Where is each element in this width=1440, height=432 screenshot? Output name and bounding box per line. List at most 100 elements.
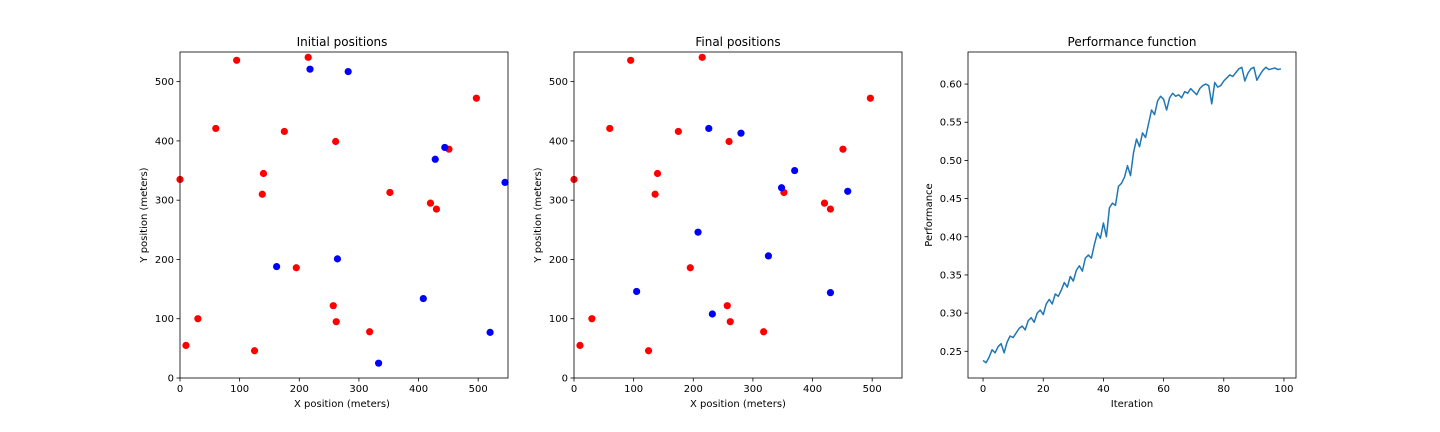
scatter-point xyxy=(705,124,713,133)
x-tick-label: 500 xyxy=(863,384,882,395)
scatter-point xyxy=(844,187,852,195)
scatter-point xyxy=(644,347,653,355)
scatter-point xyxy=(259,169,268,178)
scatter-point xyxy=(651,190,659,198)
x-tick-label: 0 xyxy=(980,384,986,395)
scatter-point xyxy=(839,145,847,153)
x-tick-label: 100 xyxy=(1274,384,1293,395)
scatter-point xyxy=(441,143,449,152)
y-tick-label: 200 xyxy=(155,255,174,266)
scatter-point xyxy=(606,124,614,133)
scatter-point xyxy=(726,318,734,326)
x-tick-label: 20 xyxy=(1037,384,1050,395)
x-tick-label: 300 xyxy=(743,384,762,395)
y-tick-label: 0.60 xyxy=(940,80,962,91)
scatter-point xyxy=(292,264,300,272)
scatter-point xyxy=(333,255,342,263)
y-tick-label: 300 xyxy=(549,196,568,207)
scatter-point xyxy=(501,178,509,186)
performance-y-axis-label: Performance xyxy=(924,183,935,246)
performance-title: Performance function xyxy=(1068,35,1197,49)
y-tick-label: 0.55 xyxy=(940,118,962,129)
final-positions-title: Final positions xyxy=(695,35,780,49)
performance-line xyxy=(982,66,1282,364)
x-tick-label: 100 xyxy=(230,384,249,395)
scatter-point xyxy=(431,155,439,163)
y-tick-label: 400 xyxy=(549,136,568,147)
y-tick-label: 0 xyxy=(168,374,174,385)
y-tick-label: 500 xyxy=(549,77,568,88)
y-tick-label: 0.45 xyxy=(940,194,962,205)
y-tick-label: 400 xyxy=(155,136,174,147)
performance-plot: 0 20 40 60 80 100 0.25 0.30 0.35 0.40 0.45 0.50 0.55… xyxy=(940,51,1297,395)
initial-y-axis-label: Y position (meters) xyxy=(139,167,150,263)
final-x-axis-label: X position (meters) xyxy=(690,399,786,410)
x-tick-label: 200 xyxy=(290,384,309,395)
scatter-point xyxy=(576,341,584,349)
scatter-point xyxy=(344,67,352,76)
scatter-point xyxy=(866,94,874,102)
scatter-point xyxy=(426,199,435,207)
y-tick-label: 500 xyxy=(155,77,174,88)
scatter-point xyxy=(182,341,190,349)
y-tick-label: 100 xyxy=(155,314,174,325)
x-tick-label: 400 xyxy=(409,384,428,395)
scatter-point xyxy=(777,184,786,192)
performance-x-axis-label: Iteration xyxy=(1111,399,1153,410)
final-positions-panel: Final positions X position (meters) Y po… xyxy=(533,35,903,410)
scatter-point xyxy=(694,228,702,236)
scatter-point xyxy=(329,302,337,310)
scatter-point xyxy=(674,127,682,136)
y-tick-label: 0.50 xyxy=(940,156,962,167)
scatter-point xyxy=(332,318,340,326)
y-tick-label: 0.25 xyxy=(940,347,962,358)
scatter-point xyxy=(233,56,241,64)
x-tick-label: 0 xyxy=(571,384,577,395)
scatter-point xyxy=(725,137,733,146)
performance-panel: Performance function Iteration Performan… xyxy=(924,35,1297,410)
axes-frame xyxy=(179,51,509,379)
x-tick-label: 500 xyxy=(469,384,488,395)
scatter-point xyxy=(273,262,281,271)
scatter-point xyxy=(698,53,706,61)
scatter-point xyxy=(826,289,835,297)
y-tick-label: 0 xyxy=(562,374,568,385)
y-tick-label: 300 xyxy=(155,196,174,207)
scatter-point xyxy=(386,188,394,197)
scatter-point xyxy=(194,315,202,323)
y-tick-label: 0.35 xyxy=(940,270,962,281)
x-tick-label: 60 xyxy=(1157,384,1170,395)
scatter-point xyxy=(737,129,745,137)
scatter-point xyxy=(791,166,799,175)
initial-positions-plot: 0 100 200 300 400 500 0 100 200 300 400 500 xyxy=(155,51,509,395)
scatter-point xyxy=(419,294,427,303)
scatter-point xyxy=(258,190,266,198)
x-tick-label: 40 xyxy=(1097,384,1110,395)
scatter-point xyxy=(686,264,694,272)
final-positions-plot: 0 100 200 300 400 500 0 100 200 300 400 500 xyxy=(549,51,903,395)
scatter-point xyxy=(764,252,773,260)
x-tick-label: 400 xyxy=(803,384,822,395)
scatter-point xyxy=(760,328,768,336)
x-tick-label: 0 xyxy=(177,384,183,395)
y-tick-label: 0.30 xyxy=(940,309,962,320)
scatter-point xyxy=(332,137,340,146)
scatter-point xyxy=(366,328,374,336)
scatter-point xyxy=(374,359,383,367)
scatter-point xyxy=(708,310,716,318)
scatter-point xyxy=(826,205,835,213)
x-tick-label: 300 xyxy=(349,384,368,395)
initial-x-axis-label: X position (meters) xyxy=(294,399,390,410)
scatter-point xyxy=(280,127,288,136)
axes-frame xyxy=(967,51,1297,379)
scatter-point xyxy=(633,287,641,296)
final-y-axis-label: Y position (meters) xyxy=(533,167,544,263)
x-tick-label: 200 xyxy=(684,384,703,395)
x-tick-label: 80 xyxy=(1217,384,1230,395)
scatter-point xyxy=(653,169,662,178)
scatter-point xyxy=(723,302,731,310)
initial-positions-panel: Initial positions X position (meters) Y … xyxy=(139,35,509,410)
axes-frame xyxy=(573,51,903,379)
y-tick-label: 0.40 xyxy=(940,232,962,243)
